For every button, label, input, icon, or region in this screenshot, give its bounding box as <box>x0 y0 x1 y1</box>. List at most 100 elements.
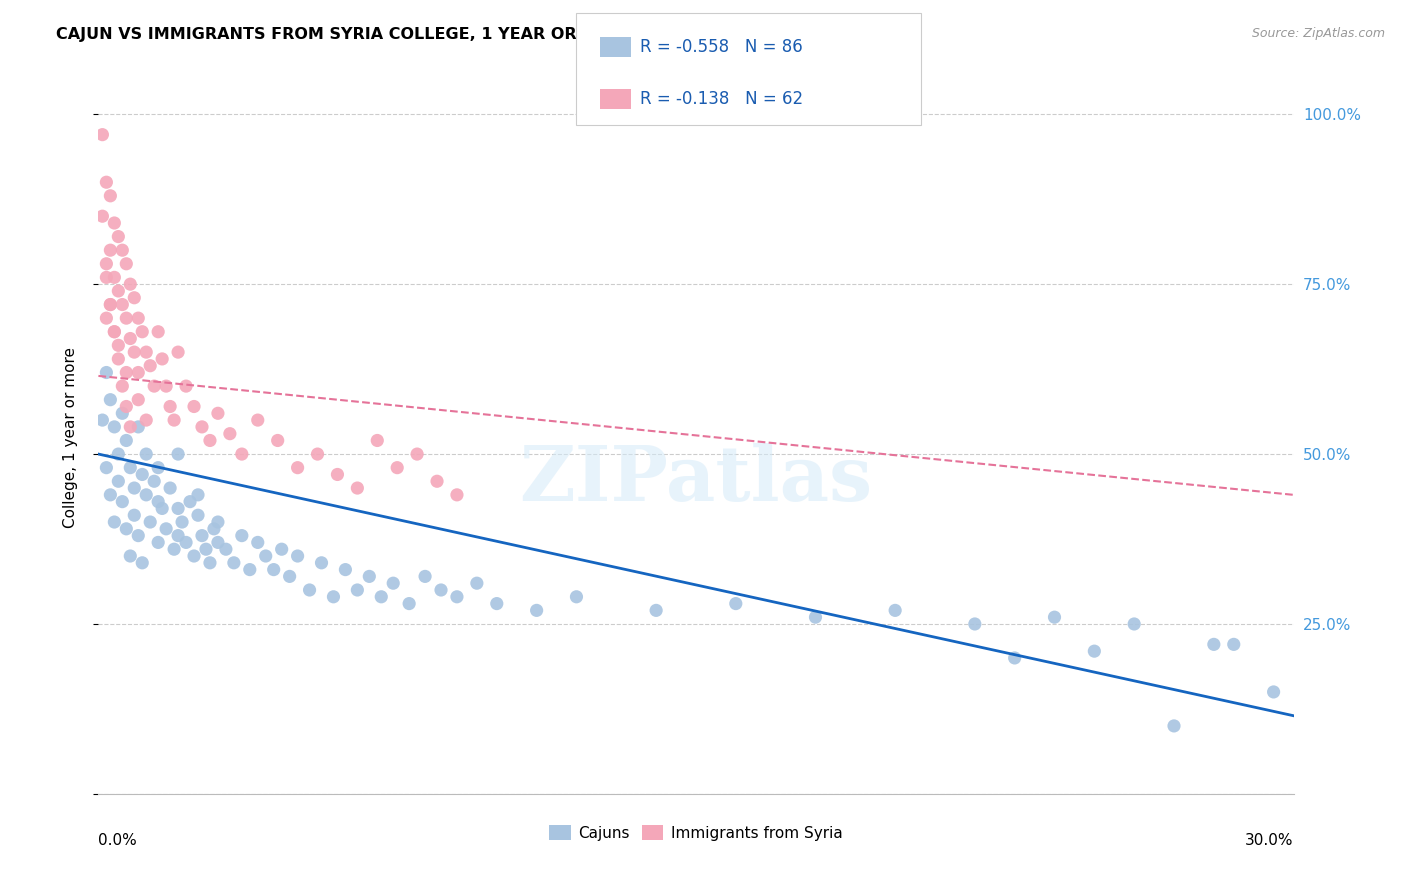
Point <box>120 460 142 475</box>
Point <box>120 549 142 563</box>
Point <box>1083 644 1105 658</box>
Point <box>96 175 118 189</box>
Point <box>143 475 166 489</box>
Text: R = -0.558   N = 86: R = -0.558 N = 86 <box>640 38 803 56</box>
Point <box>148 494 170 508</box>
Point <box>111 379 134 393</box>
Point <box>135 447 157 461</box>
Point <box>270 542 292 557</box>
Point <box>135 488 157 502</box>
Point <box>127 420 149 434</box>
Point <box>1202 637 1225 651</box>
Point <box>167 345 190 359</box>
Point <box>103 216 125 230</box>
Point <box>346 582 368 597</box>
Point <box>120 420 142 434</box>
Point <box>98 243 122 257</box>
Text: ZIPatlas: ZIPatlas <box>519 443 873 516</box>
Point <box>131 325 153 339</box>
Point <box>155 522 177 536</box>
Point <box>139 515 162 529</box>
Point <box>222 556 245 570</box>
Point <box>163 542 186 557</box>
Point <box>207 535 229 549</box>
Point <box>98 297 122 311</box>
Point <box>167 447 190 461</box>
Point <box>195 542 218 557</box>
Point <box>107 447 129 461</box>
Point <box>202 522 225 536</box>
Point <box>219 426 242 441</box>
Point <box>115 257 138 271</box>
Point <box>98 297 122 311</box>
Point <box>131 556 153 570</box>
Point <box>446 488 468 502</box>
Point <box>191 420 214 434</box>
Text: 30.0%: 30.0% <box>1246 833 1294 848</box>
Point <box>111 406 134 420</box>
Point <box>446 590 468 604</box>
Point <box>187 488 209 502</box>
Point <box>346 481 368 495</box>
Point <box>1004 651 1026 665</box>
Point <box>307 447 329 461</box>
Point <box>370 590 392 604</box>
Point <box>91 413 114 427</box>
Point <box>96 257 118 271</box>
Point <box>111 297 134 311</box>
Point <box>107 338 129 352</box>
Point <box>287 549 309 563</box>
Point <box>359 569 381 583</box>
Point <box>198 434 221 448</box>
Point <box>335 563 357 577</box>
Point <box>398 597 420 611</box>
Point <box>231 447 253 461</box>
Text: Source: ZipAtlas.com: Source: ZipAtlas.com <box>1251 27 1385 40</box>
Point <box>107 284 129 298</box>
Legend: Cajuns, Immigrants from Syria: Cajuns, Immigrants from Syria <box>543 819 849 847</box>
Point <box>246 413 269 427</box>
Point <box>183 549 205 563</box>
Point <box>98 392 122 407</box>
Point <box>254 549 277 563</box>
Point <box>267 434 290 448</box>
Point <box>124 291 146 305</box>
Point <box>159 400 181 414</box>
Point <box>135 345 157 359</box>
Point <box>103 420 125 434</box>
Point <box>124 508 146 523</box>
Point <box>724 597 747 611</box>
Point <box>98 189 122 203</box>
Point <box>148 535 170 549</box>
Point <box>191 528 214 542</box>
Point <box>239 563 262 577</box>
Point <box>1163 719 1185 733</box>
Point <box>172 515 194 529</box>
Point <box>107 475 129 489</box>
Point <box>127 392 149 407</box>
Point <box>382 576 405 591</box>
Point <box>148 460 170 475</box>
Point <box>139 359 162 373</box>
Y-axis label: College, 1 year or more: College, 1 year or more <box>63 347 77 527</box>
Point <box>413 569 436 583</box>
Point <box>127 366 149 380</box>
Point <box>127 311 149 326</box>
Point <box>430 582 453 597</box>
Point <box>159 481 181 495</box>
Point <box>263 563 285 577</box>
Point <box>115 366 138 380</box>
Point <box>246 535 269 549</box>
Point <box>103 325 125 339</box>
Point <box>167 501 190 516</box>
Point <box>174 535 197 549</box>
Point <box>111 494 134 508</box>
Text: CAJUN VS IMMIGRANTS FROM SYRIA COLLEGE, 1 YEAR OR MORE CORRELATION CHART: CAJUN VS IMMIGRANTS FROM SYRIA COLLEGE, … <box>56 27 832 42</box>
Point <box>91 128 114 142</box>
Point <box>406 447 429 461</box>
Point <box>103 515 125 529</box>
Point <box>115 400 138 414</box>
Point <box>111 243 134 257</box>
Point <box>366 434 388 448</box>
Point <box>127 528 149 542</box>
